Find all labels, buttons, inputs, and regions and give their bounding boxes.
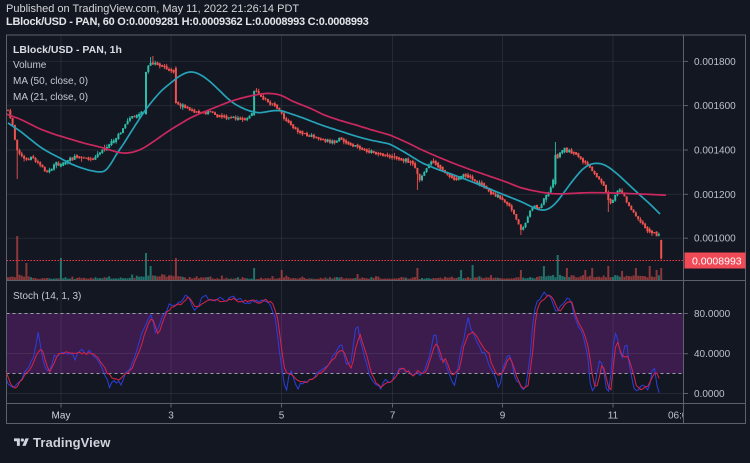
svg-text:Stoch (14, 1, 3): Stoch (14, 1, 3) xyxy=(13,291,81,302)
svg-text:0.001400: 0.001400 xyxy=(694,146,736,157)
svg-text:0.001800: 0.001800 xyxy=(694,57,736,68)
svg-text:06:00: 06:00 xyxy=(668,411,693,422)
svg-text:0.001200: 0.001200 xyxy=(694,190,736,201)
svg-text:40.0000: 40.0000 xyxy=(694,349,731,360)
svg-text:LBlock/USD - PAN, 1h: LBlock/USD - PAN, 1h xyxy=(13,44,122,56)
svg-text:0.0008993: 0.0008993 xyxy=(692,256,742,268)
svg-text:11: 11 xyxy=(608,411,619,422)
svg-text:0.001600: 0.001600 xyxy=(694,101,736,112)
svg-text:7: 7 xyxy=(390,411,396,422)
svg-text:0.0000: 0.0000 xyxy=(694,389,725,400)
svg-text:MA (21, close, 0): MA (21, close, 0) xyxy=(13,92,88,103)
svg-text:MA (50, close, 0): MA (50, close, 0) xyxy=(13,76,88,87)
svg-text:80.0000: 80.0000 xyxy=(694,309,731,320)
svg-text:5: 5 xyxy=(279,411,285,422)
svg-text:0.001000: 0.001000 xyxy=(694,234,736,245)
svg-text:May: May xyxy=(52,411,71,422)
svg-text:9: 9 xyxy=(500,411,506,422)
svg-text:3: 3 xyxy=(168,411,174,422)
svg-text:Volume: Volume xyxy=(13,60,47,71)
